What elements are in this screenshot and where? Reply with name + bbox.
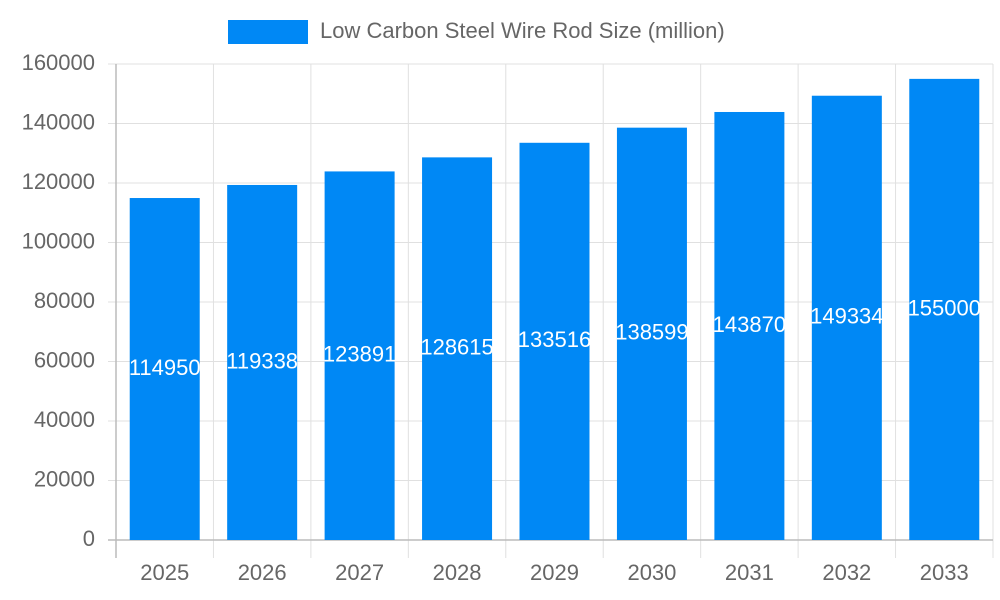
- value-label: 133516: [518, 327, 591, 352]
- value-label: 119338: [226, 348, 298, 373]
- value-label: 123891: [323, 342, 396, 367]
- y-tick-label: 140000: [22, 109, 95, 134]
- bar: [714, 111, 785, 540]
- legend-swatch: [228, 20, 308, 44]
- y-tick-label: 60000: [34, 347, 95, 372]
- bar: [129, 198, 200, 540]
- bar: [324, 171, 395, 541]
- value-label: 149334: [810, 304, 883, 329]
- value-label: 143870: [713, 312, 786, 337]
- x-tick-label: 2027: [335, 560, 384, 585]
- x-tick-label: 2031: [725, 560, 774, 585]
- y-tick-label: 160000: [22, 50, 95, 75]
- x-tick-label: 2026: [238, 560, 287, 585]
- y-tick-label: 40000: [34, 407, 95, 432]
- value-label: 128615: [420, 334, 493, 359]
- bar: [422, 157, 493, 541]
- x-tick-label: 2030: [627, 560, 676, 585]
- bar: [227, 184, 298, 540]
- bar: [519, 142, 590, 540]
- bar: [616, 127, 687, 541]
- y-tick-label: 20000: [34, 466, 95, 491]
- value-label: 114950: [129, 355, 201, 380]
- x-tick-label: 2032: [822, 560, 871, 585]
- legend-label: Low Carbon Steel Wire Rod Size (million): [320, 18, 725, 43]
- x-tick-label: 2028: [433, 560, 482, 585]
- x-tick-label: 2033: [920, 560, 969, 585]
- y-tick-label: 80000: [34, 288, 95, 313]
- value-labels: 114950 119338 123891 128615 133516 138599 1438…: [129, 295, 981, 380]
- bar: [811, 95, 882, 540]
- x-tick-label: 2029: [530, 560, 579, 585]
- y-tick-label: 100000: [22, 228, 95, 253]
- bar: [909, 78, 980, 540]
- x-tick-label: 2025: [140, 560, 189, 585]
- value-label: 155000: [908, 295, 981, 320]
- value-label: 138599: [615, 320, 688, 345]
- y-tick-label: 0: [83, 526, 95, 551]
- y-tick-label: 120000: [22, 169, 95, 194]
